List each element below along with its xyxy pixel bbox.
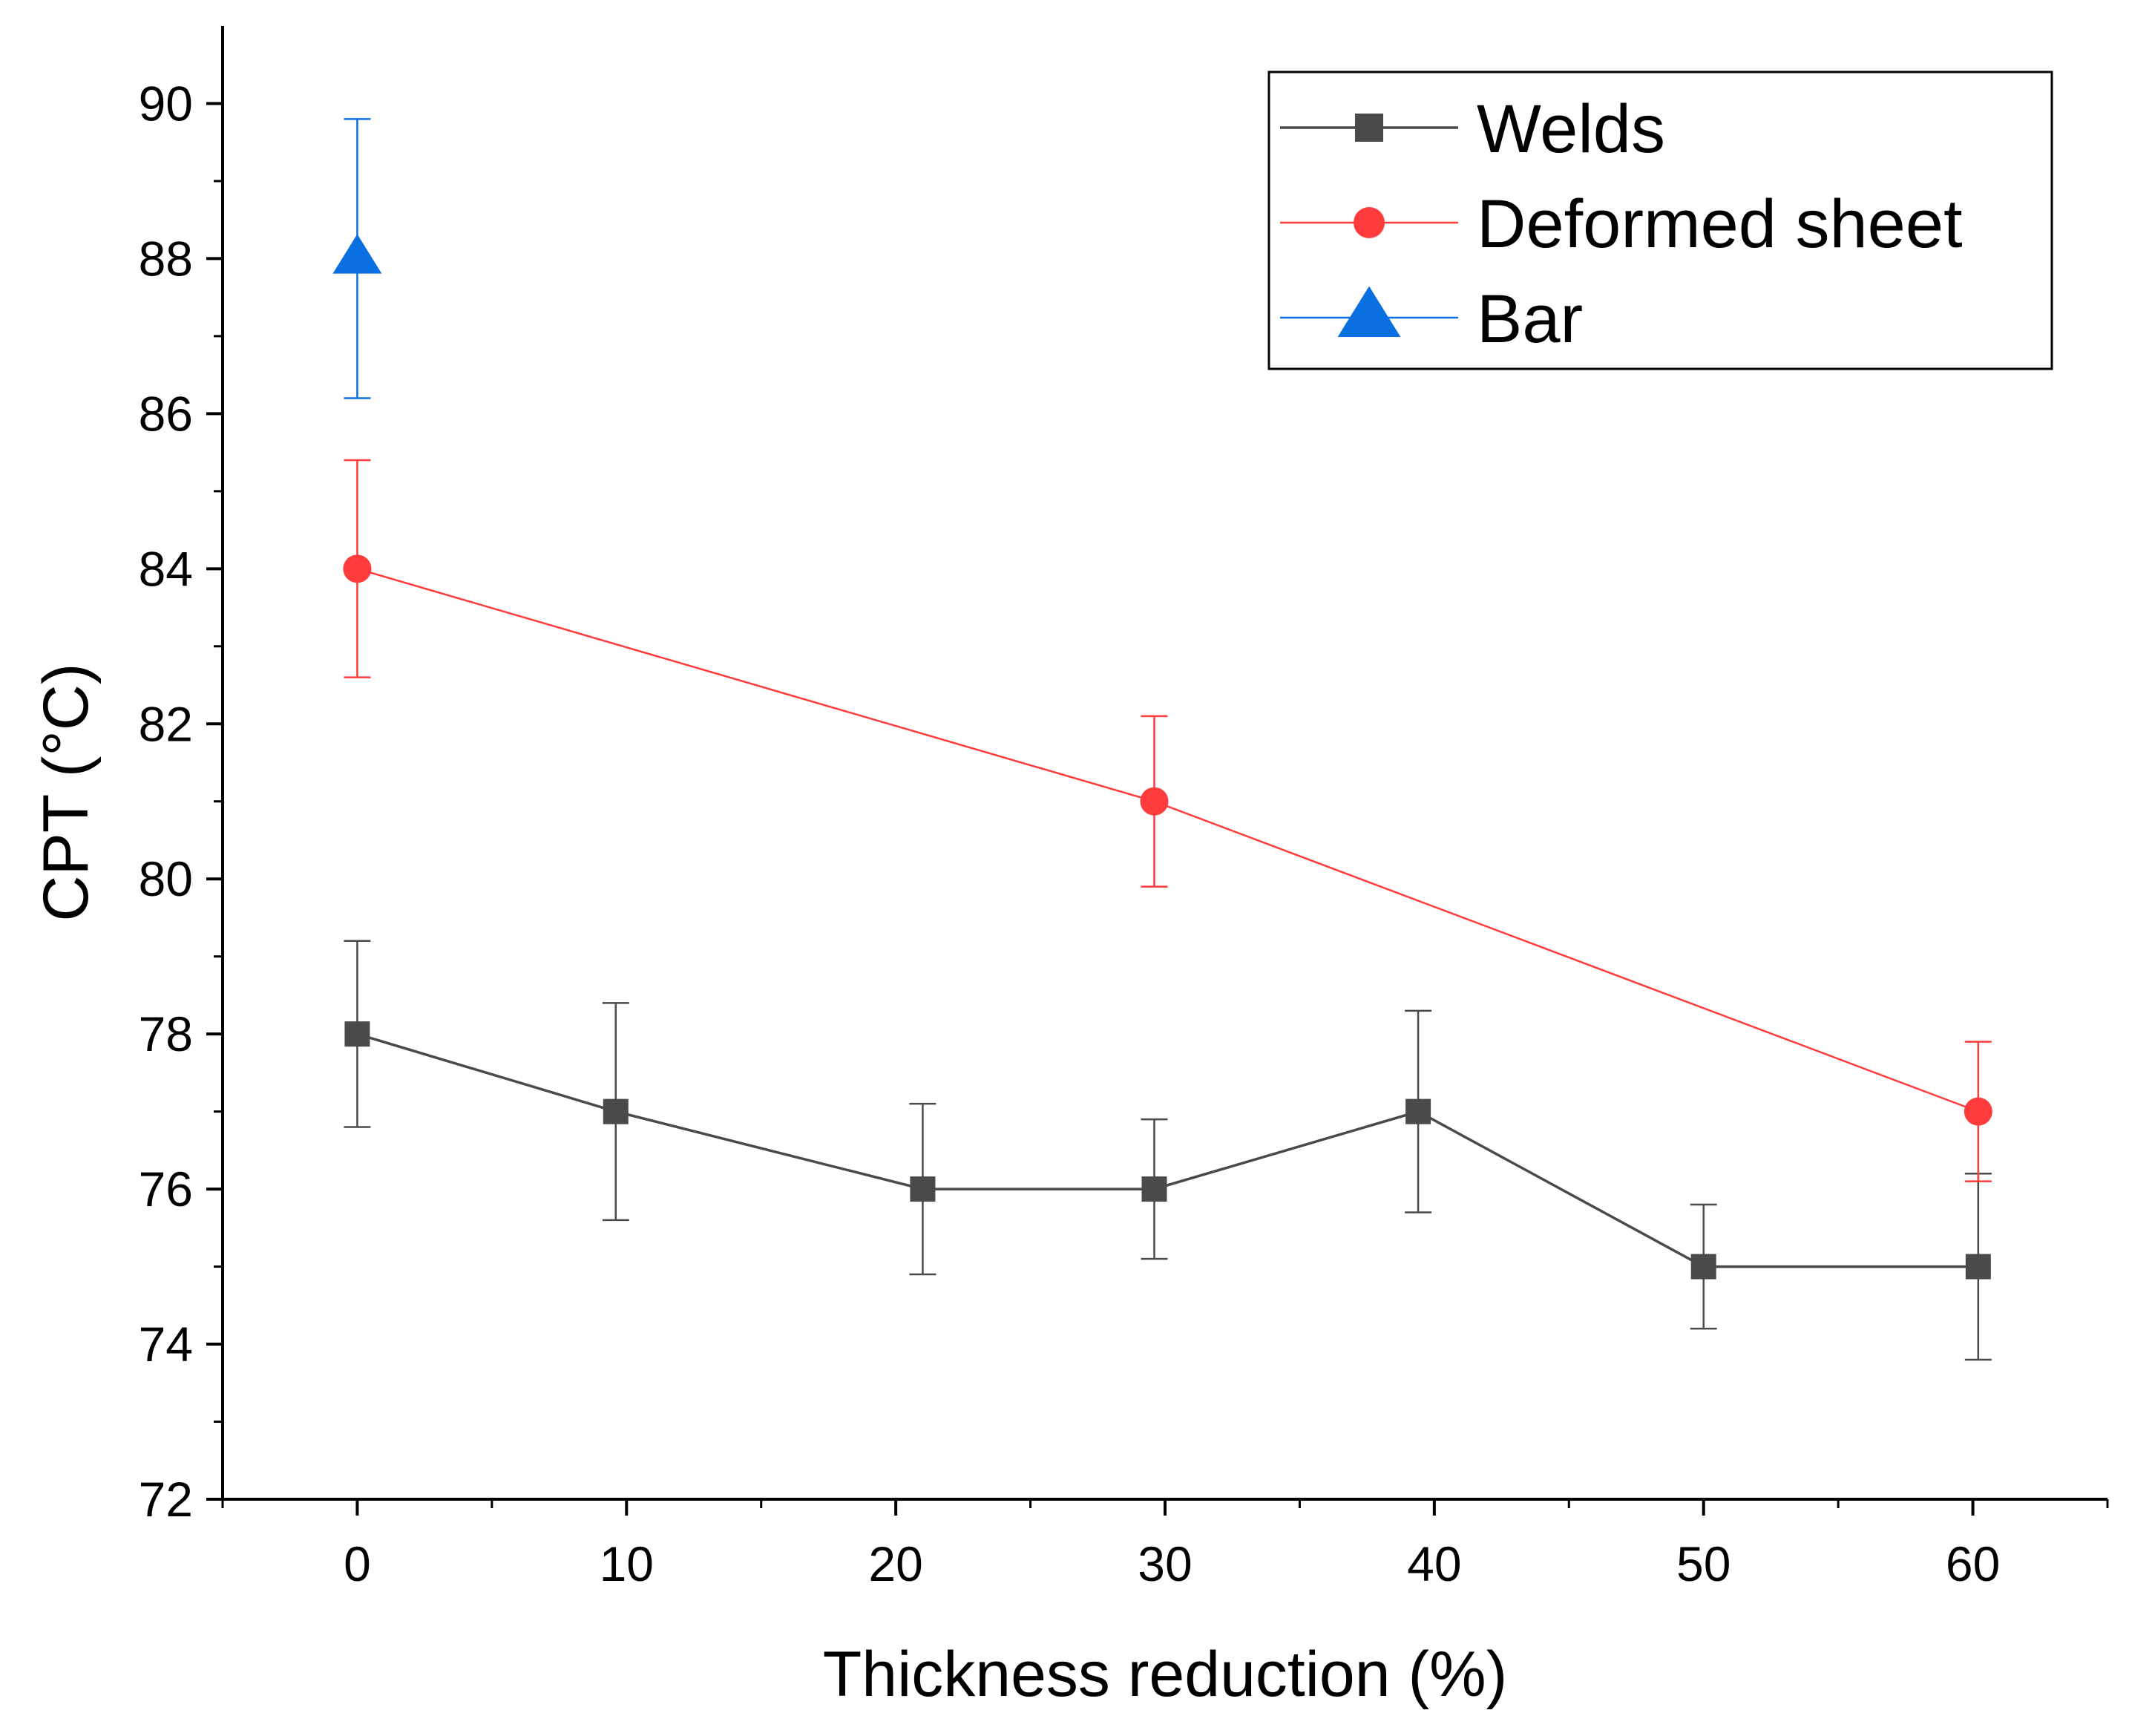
series-line — [357, 568, 1979, 1113]
x-axis-title: Thickness reduction (%) — [823, 1639, 1507, 1710]
y-tick-label: 80 — [139, 851, 193, 906]
data-point — [1140, 787, 1169, 816]
x-tick-label: 20 — [868, 1536, 922, 1591]
y-axis-title: CPT (°C) — [30, 663, 102, 921]
series-line — [356, 1032, 1978, 1268]
y-tick-label: 84 — [139, 541, 193, 596]
data-point — [1690, 1254, 1716, 1280]
y-tick-label: 78 — [139, 1006, 193, 1061]
data-point — [344, 1021, 370, 1047]
legend: Welds Deformed sheet Bar — [1267, 71, 2053, 370]
legend-label: Bar — [1477, 281, 1583, 357]
y-tick-label: 82 — [139, 696, 193, 751]
legend-marker — [1337, 286, 1401, 337]
data-point — [1405, 1098, 1431, 1124]
series-bar — [332, 118, 382, 399]
x-tick-label: 30 — [1138, 1536, 1192, 1591]
y-tick-label: 90 — [139, 76, 193, 131]
legend-label: Deformed sheet — [1477, 186, 1963, 262]
legend-entry-deformed-sheet: Deformed sheet — [1280, 186, 1963, 262]
data-point — [1964, 1097, 1992, 1126]
y-tick-label: 74 — [139, 1317, 193, 1372]
legend-entry-bar: Bar — [1280, 281, 1583, 357]
data-point — [1965, 1254, 1991, 1280]
series-welds — [344, 940, 1992, 1361]
data-point — [332, 234, 382, 274]
series-layer — [332, 118, 1992, 1361]
y-tick-label: 72 — [139, 1472, 193, 1527]
legend-entry-welds: Welds — [1280, 91, 1665, 167]
legend-marker — [1354, 207, 1385, 238]
data-point — [1141, 1176, 1167, 1202]
legend-marker — [1355, 114, 1383, 142]
x-tick-label: 50 — [1676, 1536, 1731, 1591]
y-tick-label: 76 — [139, 1162, 193, 1216]
data-point — [603, 1098, 629, 1124]
axes: 72 74 76 78 80 82 84 86 88 90 0 10 20 30 40 50 60 — [139, 26, 2109, 1591]
y-tick-label: 86 — [139, 386, 193, 441]
data-point — [343, 554, 372, 583]
data-point — [910, 1176, 936, 1202]
y-tick-label: 88 — [139, 231, 193, 286]
series-deformed-sheet — [343, 459, 1992, 1182]
x-tick-label: 40 — [1407, 1536, 1461, 1591]
x-tick-label: 0 — [344, 1536, 371, 1591]
x-tick-label: 10 — [600, 1536, 654, 1591]
legend-label: Welds — [1477, 91, 1665, 167]
x-tick-label: 60 — [1946, 1536, 2000, 1591]
legend-box — [1267, 71, 2053, 370]
